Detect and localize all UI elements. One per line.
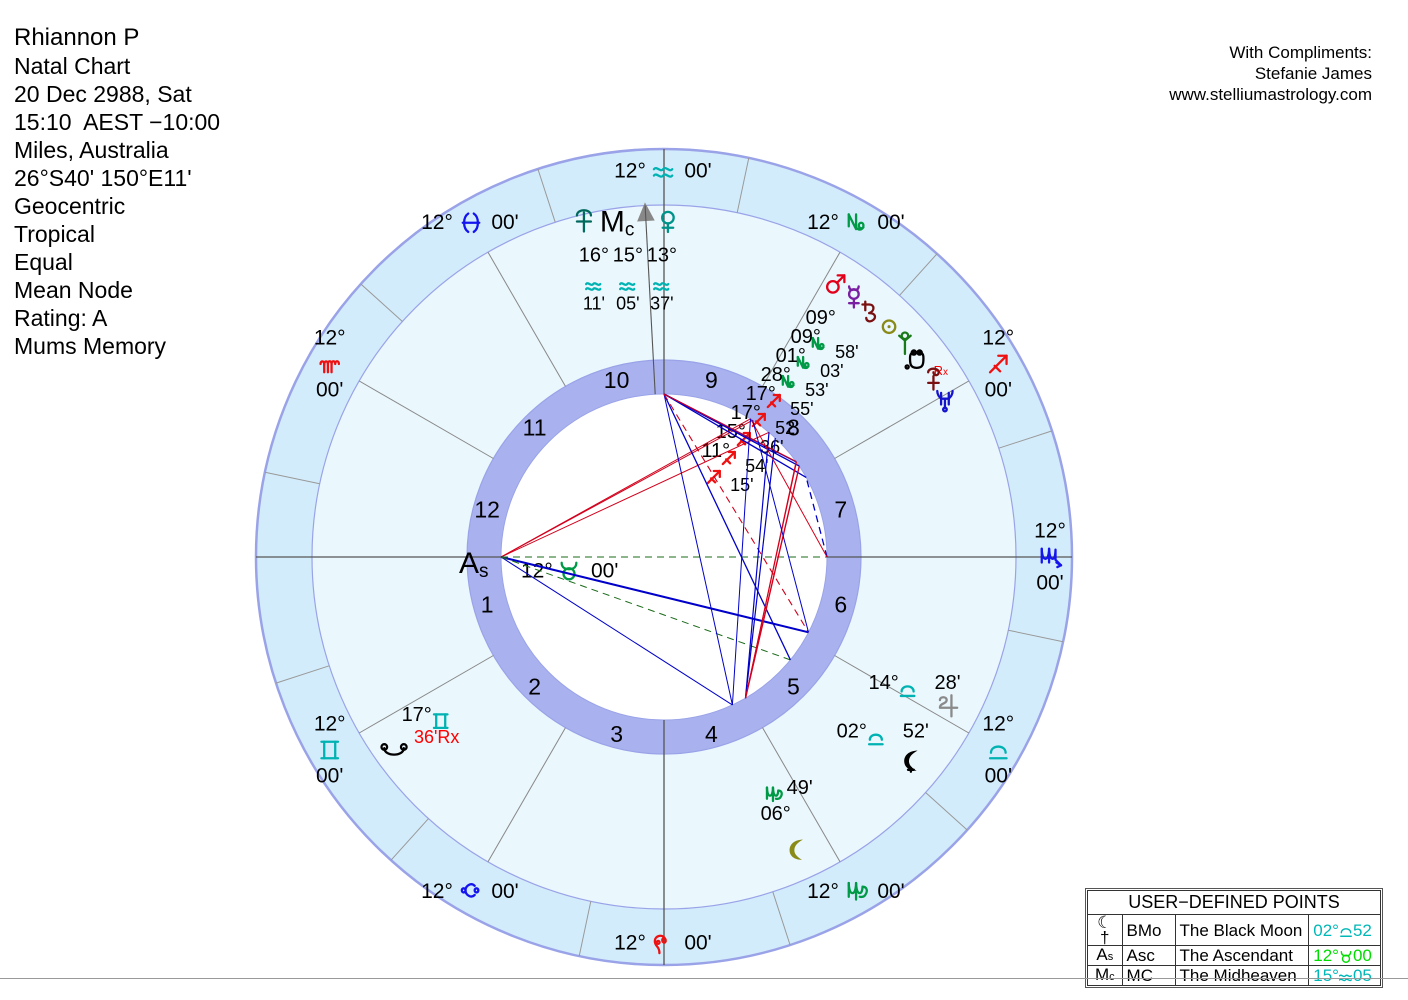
svg-text:00': 00' xyxy=(684,932,711,955)
svg-text:11': 11' xyxy=(583,294,605,314)
svg-text:00': 00' xyxy=(985,765,1012,788)
svg-text:6: 6 xyxy=(834,591,847,617)
svg-text:7: 7 xyxy=(834,497,847,523)
svg-text:49': 49' xyxy=(787,777,813,799)
svg-text:12°: 12° xyxy=(421,211,453,234)
svg-text:12°: 12° xyxy=(982,713,1014,736)
svg-text:2: 2 xyxy=(528,673,541,699)
svg-text:14°: 14° xyxy=(868,672,898,694)
svg-text:5: 5 xyxy=(787,673,800,699)
svg-text:28': 28' xyxy=(935,672,961,694)
svg-text:12°: 12° xyxy=(314,713,346,736)
svg-text:00': 00' xyxy=(684,160,711,183)
svg-text:15°: 15° xyxy=(613,245,643,267)
svg-text:13°: 13° xyxy=(647,245,677,267)
svg-text:12°: 12° xyxy=(314,327,346,350)
svg-text:00': 00' xyxy=(491,211,518,234)
svg-text:05': 05' xyxy=(616,294,639,314)
svg-text:00': 00' xyxy=(985,379,1012,402)
svg-text:00': 00' xyxy=(877,880,904,903)
svg-text:12°: 12° xyxy=(614,932,646,955)
svg-text:11: 11 xyxy=(523,415,547,441)
svg-text:58': 58' xyxy=(835,342,858,362)
svg-text:16°: 16° xyxy=(579,245,609,267)
svg-text:00': 00' xyxy=(491,880,518,903)
svg-text:52': 52' xyxy=(903,721,929,743)
svg-text:00': 00' xyxy=(1036,572,1063,595)
svg-text:55': 55' xyxy=(790,399,813,419)
svg-text:3: 3 xyxy=(610,721,623,747)
svg-text:12: 12 xyxy=(474,497,500,523)
svg-text:03': 03' xyxy=(820,361,843,381)
svg-text:12°: 12° xyxy=(421,880,453,903)
svg-text:53': 53' xyxy=(805,380,828,400)
svg-text:10: 10 xyxy=(604,367,630,393)
svg-text:12°: 12° xyxy=(807,880,839,903)
svg-text:37': 37' xyxy=(650,294,673,314)
svg-text:1: 1 xyxy=(481,591,494,617)
svg-text:36'Rx: 36'Rx xyxy=(414,727,459,747)
svg-text:12°: 12° xyxy=(1034,520,1066,543)
svg-text:12°: 12° xyxy=(982,327,1014,350)
svg-text:9: 9 xyxy=(705,367,718,393)
svg-text:00': 00' xyxy=(316,379,343,402)
svg-text:00': 00' xyxy=(316,765,343,788)
svg-text:02°: 02° xyxy=(837,721,867,743)
svg-text:12°: 12° xyxy=(614,160,646,183)
svg-text:00': 00' xyxy=(877,211,904,234)
svg-text:17°: 17° xyxy=(402,704,432,726)
svg-text:15': 15' xyxy=(730,475,753,495)
svg-text:4: 4 xyxy=(705,721,718,747)
svg-text:12°: 12° xyxy=(807,211,839,234)
svg-text:52': 52' xyxy=(775,418,798,438)
svg-text:06°: 06° xyxy=(761,803,791,825)
